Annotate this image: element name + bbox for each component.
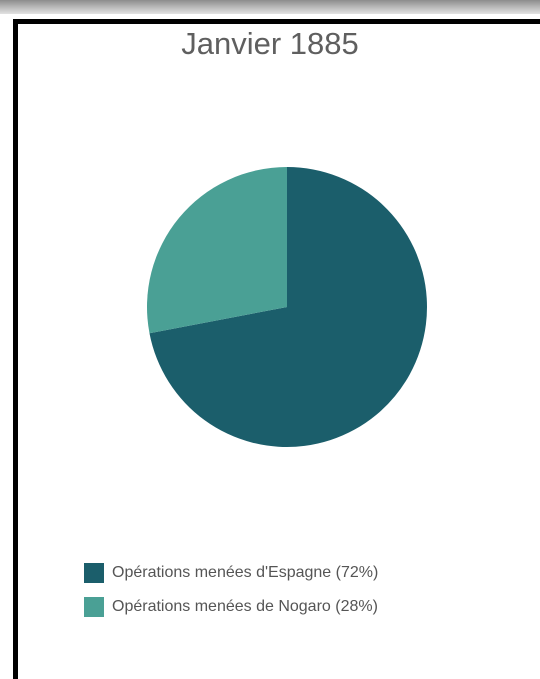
chart-legend: Opérations menées d'Espagne (72%) Opérat…: [84, 561, 378, 629]
pie-slice-nogaro: [147, 167, 287, 334]
pie-slices: [147, 167, 427, 448]
legend-item-espagne: Opérations menées d'Espagne (72%): [84, 561, 378, 585]
window-top-shadow: [0, 0, 540, 14]
pie-slice-espagne: [149, 167, 427, 448]
legend-swatch-nogaro: [84, 597, 104, 617]
chart-title: Janvier 1885: [181, 26, 359, 61]
legend-label-nogaro: Opérations menées de Nogaro (28%): [112, 598, 378, 615]
legend-swatch-espagne: [84, 563, 104, 583]
legend-label-espagne: Opérations menées d'Espagne (72%): [112, 564, 379, 581]
legend-item-nogaro: Opérations menées de Nogaro (28%): [84, 595, 378, 619]
